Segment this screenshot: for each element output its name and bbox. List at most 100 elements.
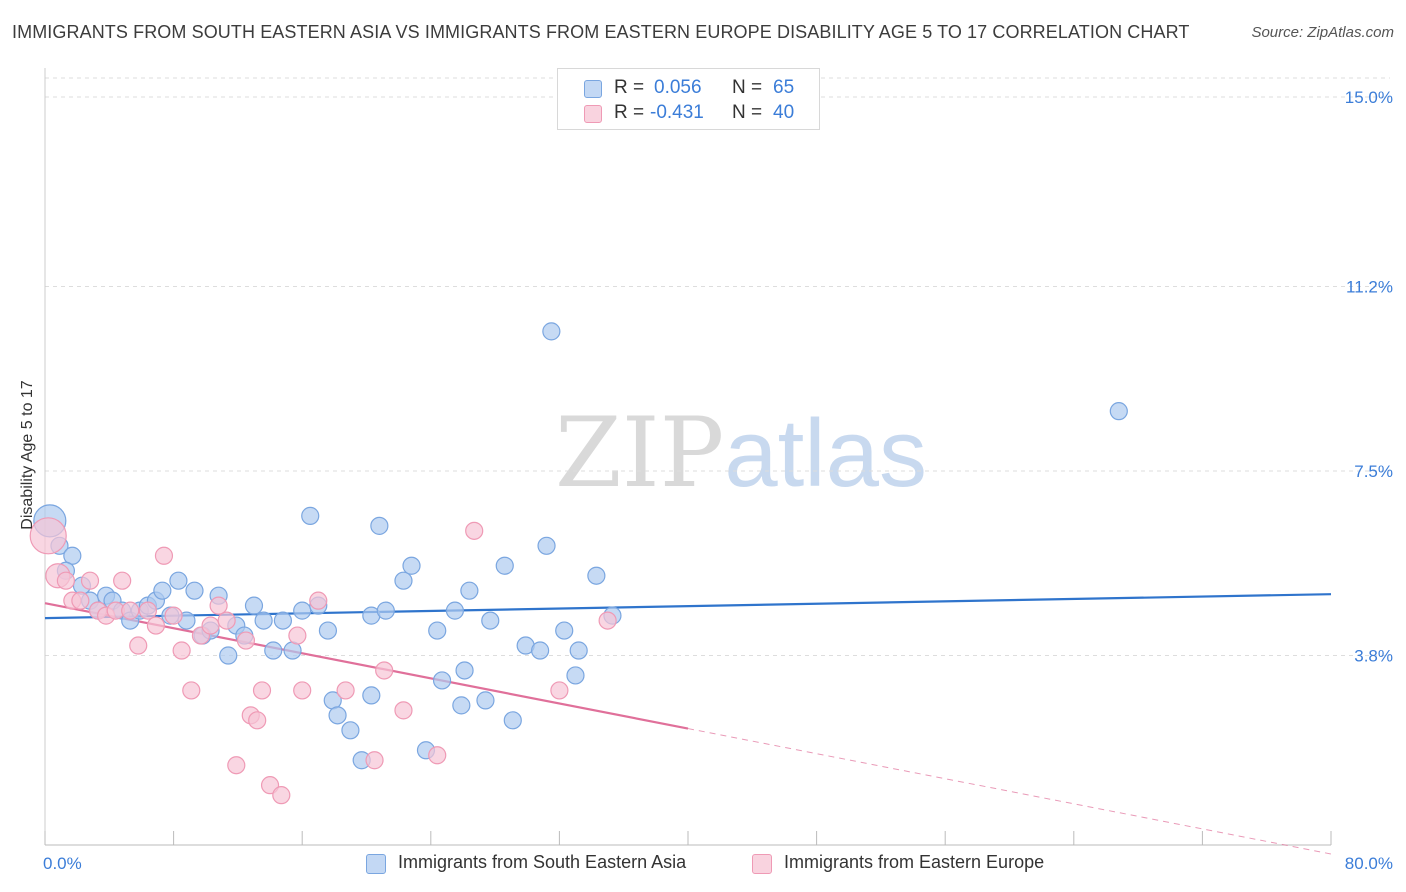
data-point-pink: [375, 661, 394, 680]
data-point-blue: [569, 641, 588, 660]
data-point-blue: [293, 601, 312, 620]
data-point-blue: [244, 596, 264, 615]
y-tick-label: 11.2%: [1346, 277, 1393, 296]
data-point-pink: [236, 631, 256, 650]
data-point-pink: [465, 521, 484, 540]
y-tick-label: 15.0%: [1345, 88, 1393, 107]
data-point-blue: [394, 571, 413, 590]
data-point-blue: [318, 621, 338, 640]
data-point-pink: [154, 546, 174, 565]
data-point-pink: [598, 611, 617, 630]
series-label-pink: Immigrants from Eastern Europe: [784, 852, 1045, 872]
data-point-blue: [460, 581, 479, 600]
data-point-blue: [264, 641, 283, 660]
data-point-blue: [362, 686, 381, 705]
x-tick-label: 0.0%: [43, 854, 82, 873]
data-point-pink: [248, 711, 267, 730]
data-point-blue: [63, 546, 82, 565]
data-point-pink: [146, 616, 166, 635]
data-point-blue: [370, 516, 389, 535]
legend-r-label: R =: [614, 102, 645, 123]
data-points: [29, 322, 1128, 805]
data-point-pink: [394, 701, 413, 720]
data-point-blue: [531, 641, 550, 660]
chart-title: IMMIGRANTS FROM SOUTH EASTERN ASIA VS IM…: [12, 22, 1190, 42]
data-point-blue: [445, 601, 465, 620]
data-point-pink: [129, 636, 148, 655]
data-point-blue: [503, 711, 522, 730]
data-point-pink: [252, 681, 272, 700]
data-point-blue: [537, 536, 556, 555]
data-point-blue: [328, 706, 347, 725]
data-point-blue: [495, 556, 514, 575]
data-point-blue: [555, 621, 574, 640]
series-label-blue: Immigrants from South Eastern Asia: [398, 852, 687, 872]
data-point-pink: [428, 746, 447, 765]
data-point-pink: [293, 681, 312, 700]
data-point-pink: [309, 591, 328, 610]
data-point-blue: [542, 322, 561, 341]
grid-lines: [45, 77, 1390, 657]
data-point-blue: [301, 506, 320, 525]
data-point-blue: [1109, 402, 1128, 421]
legend-n-label: N =: [732, 77, 763, 98]
y-tick-label: 3.8%: [1354, 647, 1393, 666]
data-point-blue: [169, 571, 188, 590]
data-point-pink: [217, 611, 236, 630]
x-tick-label: 80.0%: [1345, 854, 1393, 873]
data-point-blue: [402, 556, 421, 575]
legend-r-value: -0.431: [650, 102, 704, 123]
y-tick-label: 7.5%: [1354, 462, 1393, 481]
data-point-pink: [71, 591, 90, 610]
legend-swatch-pink: [584, 105, 602, 123]
legend-r-value: 0.056: [654, 77, 702, 98]
data-point-pink: [113, 571, 132, 590]
data-point-pink: [164, 606, 183, 625]
y-axis-label: Disability Age 5 to 17: [19, 380, 36, 530]
data-point-pink: [121, 601, 140, 620]
data-point-blue: [219, 646, 238, 665]
data-point-pink: [288, 626, 307, 645]
data-point-pink: [201, 616, 220, 635]
data-point-blue: [376, 601, 395, 620]
axes: [44, 68, 1332, 846]
data-point-pink: [272, 786, 291, 805]
trend-line-blue: [44, 593, 1332, 620]
data-point-blue: [185, 581, 204, 600]
watermark-atlas: atlas: [724, 400, 927, 507]
data-point-pink: [182, 681, 201, 700]
source-label: Source: ZipAtlas.com: [1251, 24, 1394, 41]
watermark-zip: ZIP: [555, 397, 725, 509]
data-point-blue: [452, 696, 471, 715]
legend-n-value: 65: [773, 77, 795, 98]
data-point-blue: [481, 611, 500, 630]
legend-n-label: N =: [732, 102, 763, 123]
data-point-pink: [209, 596, 228, 615]
data-point-blue: [566, 666, 585, 685]
data-point-pink: [172, 641, 191, 660]
watermark: ZIPatlas: [555, 405, 927, 502]
series-swatch-pink: [752, 854, 772, 874]
data-point-blue: [153, 581, 172, 600]
data-point-blue: [455, 661, 474, 680]
data-point-blue: [254, 611, 273, 630]
data-point-pink: [227, 756, 246, 775]
legend-r-label: R =: [614, 77, 645, 98]
data-point-blue: [432, 671, 452, 690]
correlation-legend: R = 0.056 N = 65 R = -0.431 N = 40: [557, 68, 820, 130]
legend-n-value: 40: [773, 102, 795, 123]
data-point-blue: [476, 691, 495, 710]
data-point-blue: [341, 721, 360, 740]
data-point-blue: [428, 621, 447, 640]
data-point-pink: [336, 681, 355, 700]
data-point-pink: [56, 571, 75, 590]
series-swatch-blue: [366, 854, 386, 874]
tick-labels: 3.8% 7.5% 11.2% 15.0% 0.0% 80.0%: [43, 88, 1393, 873]
data-point-pink: [80, 571, 100, 590]
data-point-pink: [550, 681, 569, 700]
trend-extension-pink: [687, 728, 1332, 855]
data-point-pink: [138, 601, 157, 620]
data-point-blue: [587, 566, 606, 585]
legend-swatch-blue: [584, 80, 602, 98]
